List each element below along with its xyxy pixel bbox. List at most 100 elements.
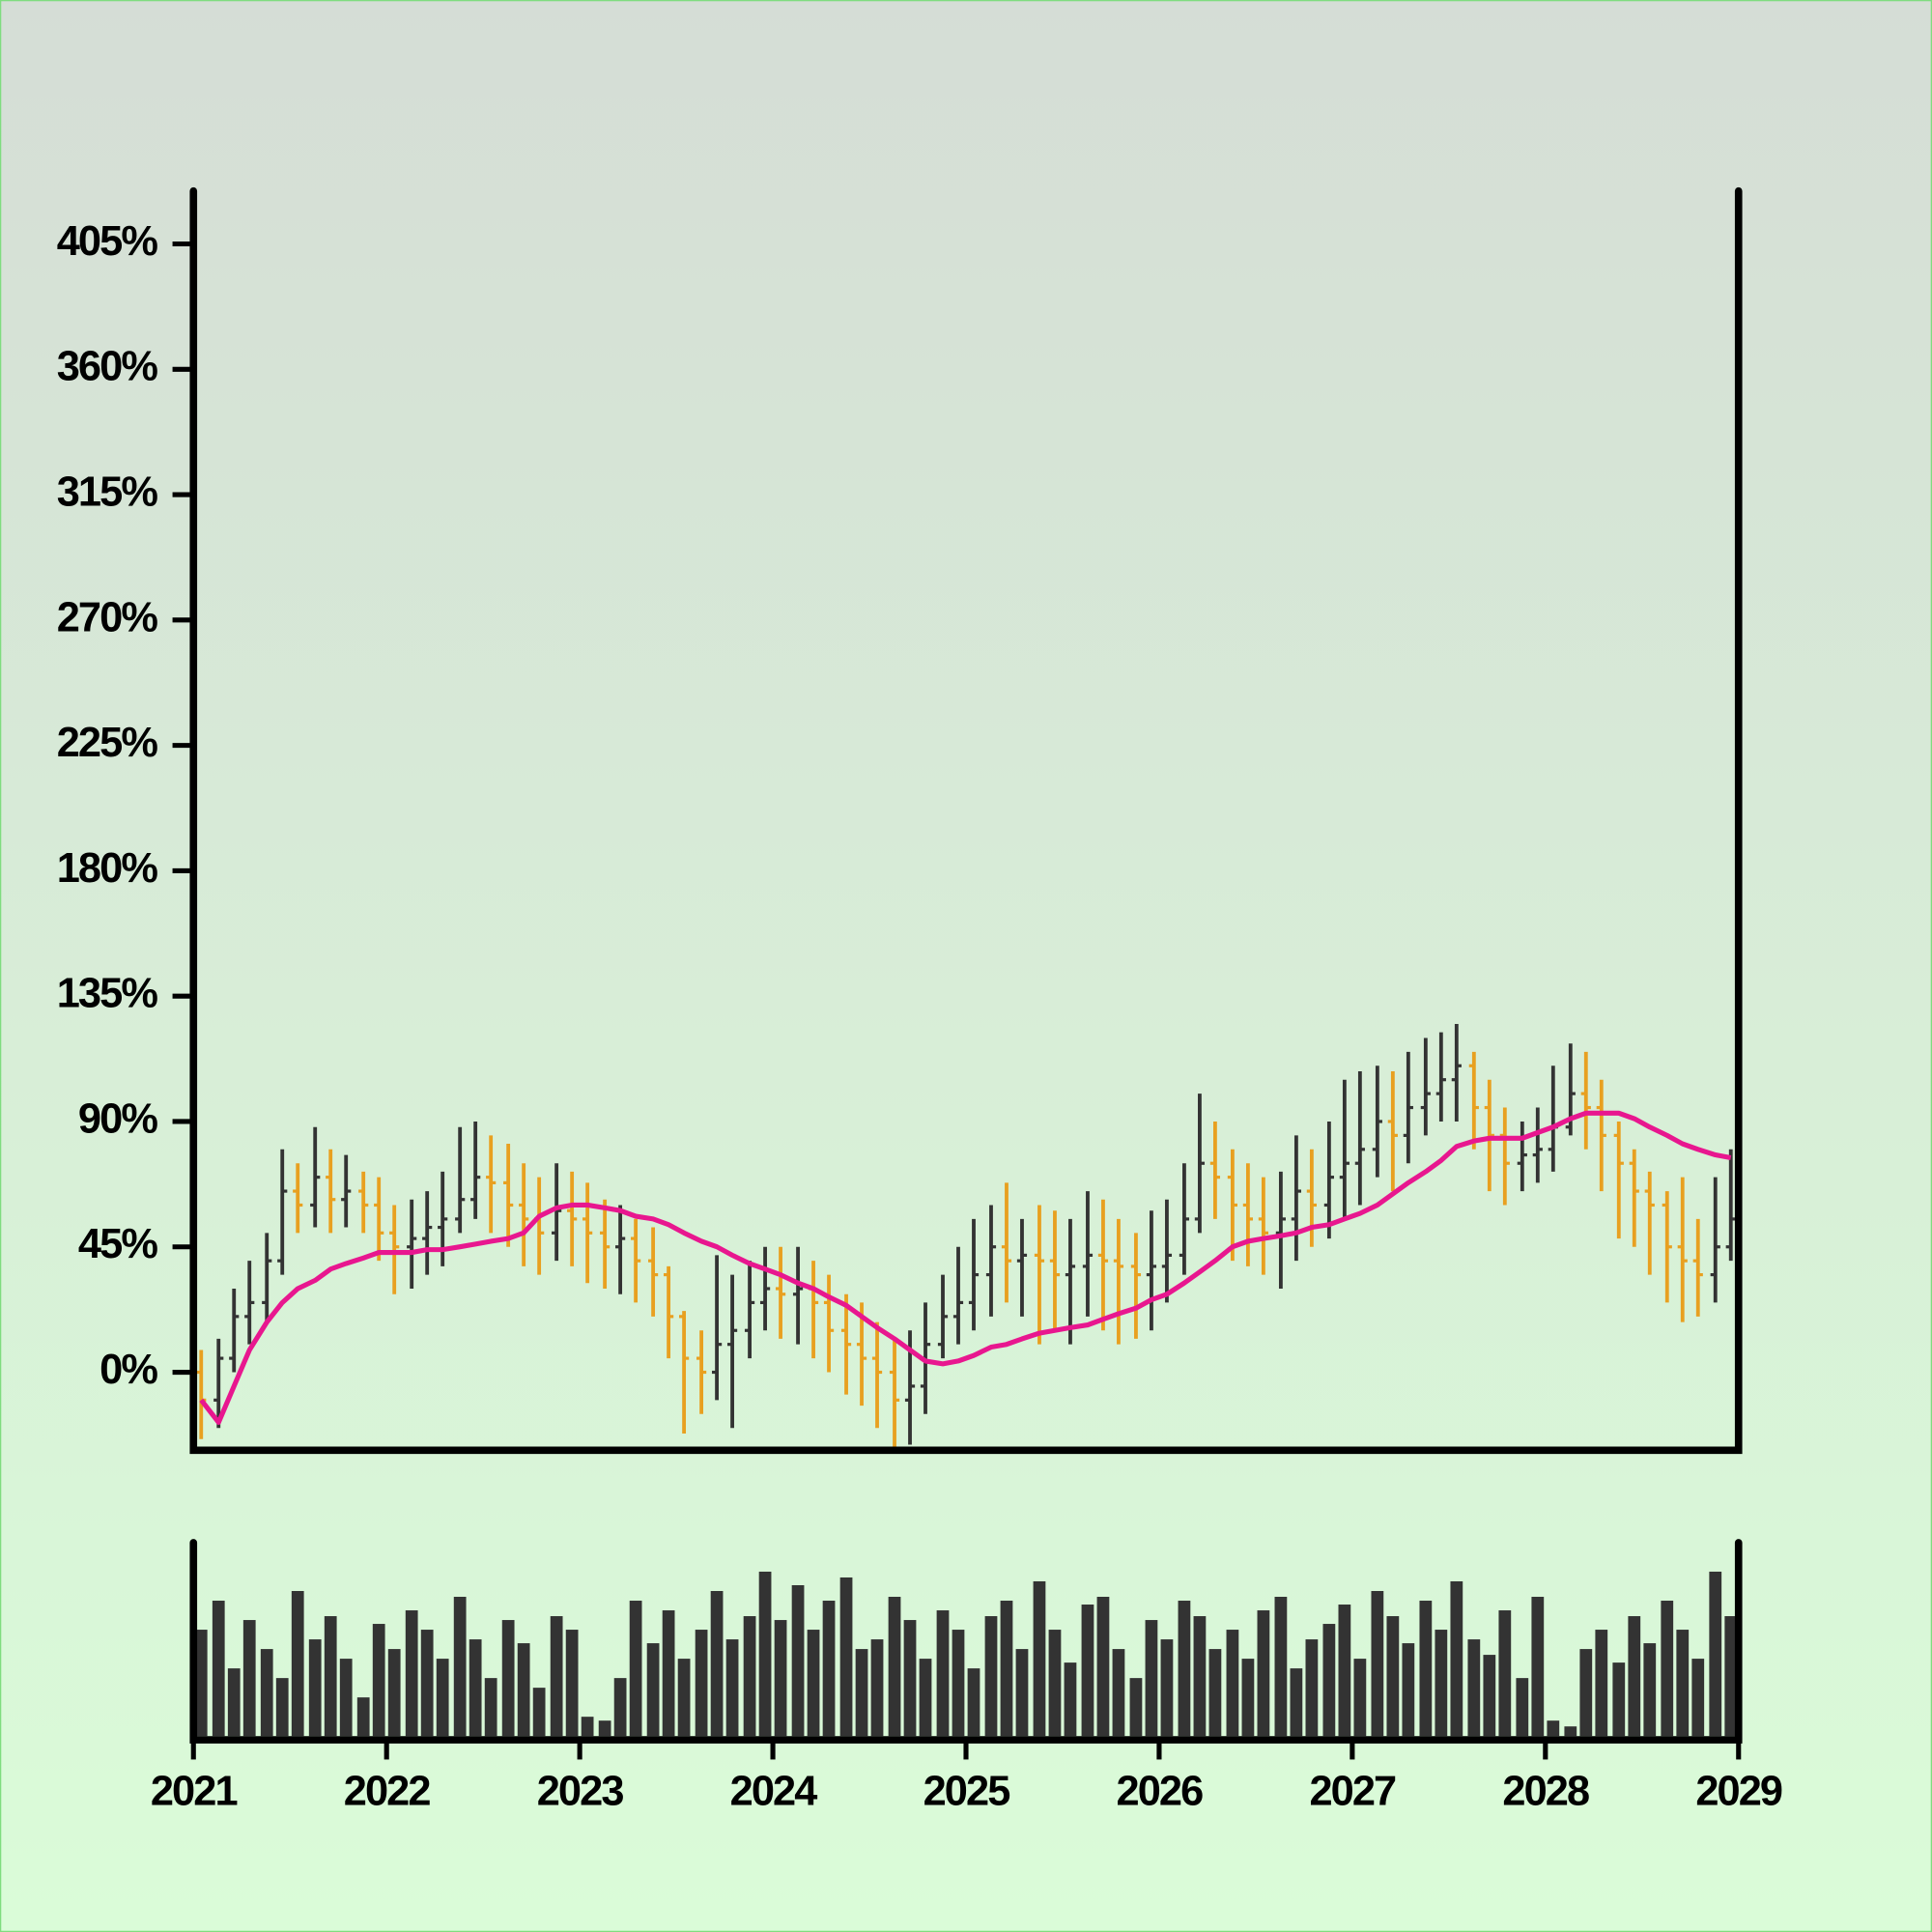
volume-bar bbox=[1612, 1662, 1626, 1737]
volume-bar bbox=[774, 1620, 787, 1737]
volume-bar bbox=[613, 1678, 627, 1737]
y-tick-label: 360% bbox=[57, 344, 158, 390]
volume-bar bbox=[1257, 1610, 1270, 1737]
volume-bar bbox=[1241, 1659, 1255, 1737]
volume-bar bbox=[1483, 1655, 1496, 1737]
volume-bar bbox=[436, 1659, 449, 1737]
volume-bar bbox=[1015, 1649, 1029, 1737]
volume-bar bbox=[420, 1630, 434, 1737]
volume-bar bbox=[1371, 1591, 1384, 1737]
volume-bar bbox=[550, 1616, 563, 1737]
x-tick-label: 2026 bbox=[1117, 1769, 1204, 1815]
x-tick-label: 2028 bbox=[1502, 1769, 1589, 1815]
volume-bar bbox=[356, 1697, 370, 1737]
volume-bar bbox=[1145, 1620, 1158, 1737]
volume-bar bbox=[855, 1649, 868, 1737]
x-tick-label: 2024 bbox=[730, 1769, 818, 1815]
y-tick-label: 0% bbox=[99, 1347, 157, 1393]
volume-bar bbox=[227, 1668, 241, 1737]
volume-bar bbox=[791, 1584, 805, 1737]
volume-bar bbox=[1531, 1597, 1545, 1737]
volume-bar bbox=[984, 1616, 998, 1737]
y-tick-label: 225% bbox=[57, 720, 158, 766]
volume-bar bbox=[1450, 1580, 1463, 1737]
volume-bar bbox=[581, 1717, 594, 1737]
volume-bar bbox=[291, 1591, 304, 1737]
volume-bar bbox=[1402, 1643, 1415, 1737]
volume-bar bbox=[1322, 1624, 1336, 1737]
y-tick-label: 405% bbox=[57, 218, 158, 265]
volume-bar bbox=[1160, 1639, 1174, 1737]
volume-bar bbox=[903, 1620, 917, 1737]
volume-bar bbox=[242, 1620, 256, 1737]
volume-bar bbox=[1112, 1649, 1125, 1737]
volume-bar bbox=[1033, 1580, 1046, 1737]
volume-bar bbox=[1676, 1630, 1690, 1737]
volume-bar bbox=[967, 1668, 980, 1737]
volume-bar bbox=[677, 1659, 691, 1737]
volume-bar bbox=[695, 1630, 708, 1737]
x-tick-label: 2029 bbox=[1695, 1769, 1782, 1815]
price-frame bbox=[189, 186, 1743, 1455]
volume-bar bbox=[662, 1610, 675, 1737]
volume-bar bbox=[1498, 1610, 1512, 1737]
volume-bar bbox=[758, 1571, 772, 1737]
volume-bar bbox=[952, 1630, 965, 1737]
volume-bar bbox=[1064, 1662, 1077, 1737]
volume-bar bbox=[1564, 1726, 1577, 1737]
volume-bar bbox=[1000, 1601, 1013, 1737]
x-tick-label: 2027 bbox=[1309, 1769, 1396, 1815]
volume-bar bbox=[870, 1639, 884, 1737]
x-tick-label: 2023 bbox=[537, 1769, 624, 1815]
volume-bar bbox=[194, 1630, 208, 1737]
volume-bar bbox=[372, 1624, 385, 1737]
volume-bar bbox=[1547, 1720, 1560, 1737]
volume-bar bbox=[1516, 1678, 1529, 1737]
volume-frame bbox=[189, 1539, 1743, 1744]
volume-bar bbox=[1208, 1649, 1222, 1737]
y-tick-label: 135% bbox=[57, 971, 158, 1017]
volume-bar bbox=[1048, 1630, 1062, 1737]
volume-bar bbox=[1628, 1616, 1641, 1737]
x-tick-label: 2025 bbox=[923, 1769, 1010, 1815]
volume-bar bbox=[324, 1616, 337, 1737]
volume-bar bbox=[387, 1649, 401, 1737]
volume-bar bbox=[501, 1620, 515, 1737]
volume-bar bbox=[629, 1601, 642, 1737]
volume-bar bbox=[1691, 1659, 1705, 1737]
volume-bar bbox=[1226, 1630, 1239, 1737]
volume-bar bbox=[1595, 1630, 1608, 1737]
volume-bar bbox=[1579, 1649, 1593, 1737]
volume-bar bbox=[1081, 1605, 1094, 1737]
volume-bar bbox=[1467, 1639, 1481, 1737]
volume-bar bbox=[807, 1630, 820, 1737]
volume-bar bbox=[308, 1639, 322, 1737]
y-tick-label: 45% bbox=[78, 1221, 157, 1267]
volume-bar bbox=[822, 1601, 836, 1737]
y-tick-label: 90% bbox=[78, 1095, 157, 1142]
y-tick-label: 270% bbox=[57, 594, 158, 640]
volume-bar bbox=[1419, 1601, 1433, 1737]
volume-bar bbox=[725, 1639, 739, 1737]
volume-bar bbox=[919, 1659, 932, 1737]
ohlc-bars bbox=[194, 1024, 1738, 1737]
volume-bar bbox=[1096, 1597, 1110, 1737]
x-tick-label: 2022 bbox=[344, 1769, 431, 1815]
volume-bar bbox=[646, 1643, 660, 1737]
volume-bar bbox=[1386, 1616, 1400, 1737]
volume-bar bbox=[1178, 1601, 1191, 1737]
volume-bar bbox=[1305, 1639, 1319, 1737]
volume-bar bbox=[1338, 1605, 1351, 1737]
volume-bar bbox=[743, 1616, 756, 1737]
x-tick-label: 2021 bbox=[151, 1769, 238, 1815]
volume-bar bbox=[469, 1639, 482, 1737]
moving-average bbox=[199, 1110, 1732, 1426]
y-tick-label: 315% bbox=[57, 469, 158, 516]
volume-bar bbox=[405, 1610, 418, 1737]
volume-bar bbox=[212, 1601, 225, 1737]
volume-bar bbox=[710, 1591, 724, 1737]
volume-bar bbox=[275, 1678, 289, 1737]
